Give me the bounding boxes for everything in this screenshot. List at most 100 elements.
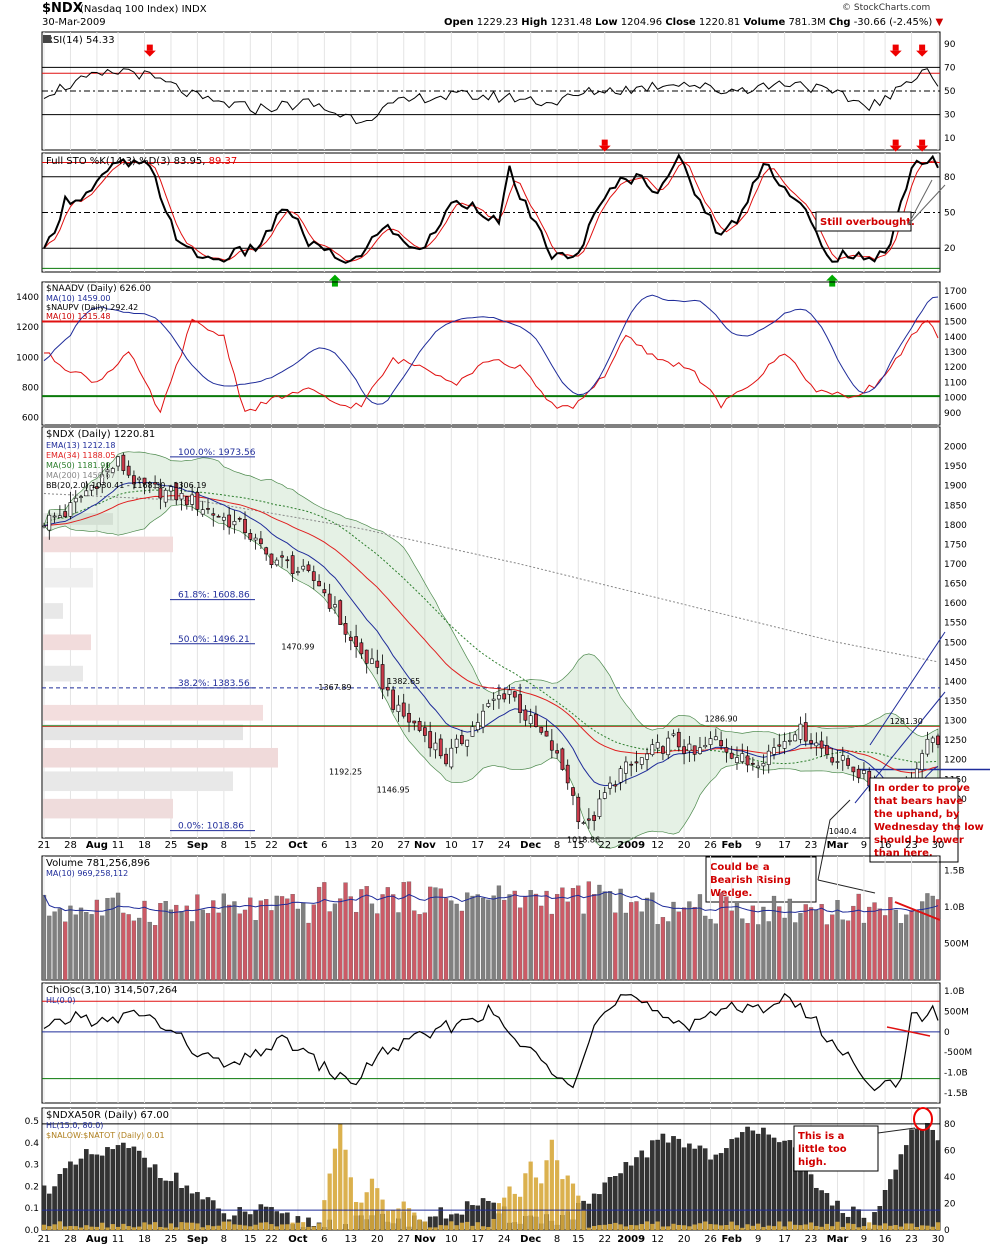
- x-axis-label-0-3: 11: [112, 840, 125, 851]
- volume-bar-110: [623, 912, 629, 981]
- ndxa50r-gold-bar-94: [539, 1183, 544, 1230]
- ndxa50r-bar-145: [808, 1174, 814, 1231]
- sto-title: Full STO %K(14,3) %D(3) 83.95, 89.37: [46, 156, 237, 167]
- ndxa50r-gold-bar-124: [697, 1223, 703, 1230]
- volume-bar-153: [851, 905, 856, 981]
- x-axis-label-0-21: 15: [572, 840, 585, 851]
- price-candle-111: [629, 763, 634, 766]
- price-candle-7: [79, 496, 83, 498]
- price-candle-153: [851, 766, 856, 773]
- ndxa50r-gold-bar-57: [343, 1149, 348, 1230]
- ndxa50r-gold-bar-109: [618, 1224, 623, 1230]
- price-candle-115: [650, 744, 655, 755]
- ndxa50r-gold-bar-129: [724, 1225, 729, 1230]
- price-candle-77: [449, 747, 454, 768]
- price-ytick-6: 1400: [944, 677, 967, 687]
- ndxa50r-bar-125: [702, 1148, 708, 1231]
- price-label-0: 1470.99: [281, 643, 314, 652]
- price-note-wedge-line-0: Could be a: [710, 862, 770, 873]
- volume-bar-141: [787, 898, 793, 981]
- price-candle-67: [396, 704, 401, 712]
- volume-bar-91: [523, 896, 528, 981]
- volume-bar-43: [269, 910, 274, 981]
- ndxa50r-bar-108: [613, 1176, 618, 1231]
- sto-arrow-2-stem: [892, 139, 899, 146]
- price-candle-102: [581, 822, 586, 824]
- price-wedge-upper: [869, 631, 946, 746]
- ndxa50r-bar-137: [766, 1134, 771, 1231]
- price-ema13-line: [43, 481, 939, 791]
- ndxa50r-gold-bar-64: [380, 1199, 385, 1230]
- ndxa50r-gold-bar-13: [110, 1224, 115, 1230]
- ndxa50r-gold-bar-44: [274, 1226, 279, 1230]
- chaikin-ytick-1: 500M: [944, 1007, 969, 1017]
- ndxa50r-gold-bar-133: [745, 1224, 750, 1230]
- price-legend-4: BB(20,2.0) 1030.41 - 1168.30 - 1306.19: [46, 481, 206, 490]
- ndxa50r-gold-bar-60: [359, 1202, 364, 1230]
- ndxa50r-gold-bar-164: [909, 1223, 914, 1230]
- volume-bar-24: [168, 909, 174, 981]
- volume-bar-114: [644, 897, 650, 981]
- price-legend-0: EMA(13) 1212.18: [46, 441, 115, 450]
- ndxa50r-gold-bar-84: [486, 1226, 491, 1230]
- x-axis-label-1-2: Aug: [86, 1234, 108, 1245]
- price-candle-132: [740, 753, 745, 762]
- volume-bar-69: [406, 881, 412, 981]
- price-candle-9: [89, 485, 94, 491]
- volume-bar-9: [89, 914, 94, 981]
- price-ytick-4: 1300: [944, 717, 967, 727]
- ndxa50r-gold-bar-169: [935, 1222, 941, 1230]
- x-axis-label-1-4: 18: [138, 1234, 151, 1245]
- price-note-wedge-line-2: Wedge.: [710, 888, 752, 899]
- price-ytick-11: 1650: [944, 580, 967, 590]
- x-axis-label-1-31: Mar: [827, 1234, 849, 1245]
- volume-bar-124: [697, 894, 703, 981]
- x-axis-label-1-17: 17: [471, 1234, 484, 1245]
- volume-bar-52: [316, 886, 322, 981]
- volume-bar-122: [687, 901, 692, 981]
- ndxa50r-bar-30: [200, 1199, 205, 1231]
- ndxa50r-bar-22: [158, 1178, 163, 1231]
- price-candle-6: [73, 497, 78, 503]
- ndxa50r-gold-bar-74: [433, 1227, 438, 1230]
- price-candle-127: [713, 736, 718, 741]
- price-candle-108: [613, 784, 618, 787]
- chaikin-ytick-3: -500M: [944, 1048, 972, 1058]
- x-axis-label-0-31: Mar: [827, 840, 849, 851]
- price-candle-46: [285, 559, 290, 562]
- price-candle-52: [317, 580, 321, 587]
- ndxa50r-gold-bar-14: [115, 1226, 121, 1230]
- volume-bar-160: [888, 897, 893, 981]
- ndxa50r-gold-bar-62: [369, 1178, 375, 1230]
- price-candle-146: [814, 742, 819, 747]
- sto-d-line: [43, 160, 939, 262]
- index-name: (Nasdaq 100 Index): [80, 4, 179, 15]
- ndxa50r-gold-bar-139: [777, 1221, 782, 1230]
- ndxa50r-gold-bar-27: [184, 1222, 189, 1230]
- ndxa50r-gold-bar-2: [52, 1224, 57, 1230]
- ndxa50r-bar-0: [41, 1185, 47, 1231]
- ndxa50r-rytick-0: 0: [944, 1226, 950, 1236]
- price-fib-label-3: 38.2%: 1383.56: [178, 679, 250, 689]
- ndxa50r-gold-bar-75: [438, 1225, 443, 1230]
- volume-bar-167: [925, 893, 930, 981]
- ndxa50r-gold-bar-120: [676, 1224, 681, 1230]
- price-label-3: 1192.25: [329, 768, 362, 777]
- price-candle-136: [761, 763, 766, 767]
- price-candle-20: [147, 482, 152, 484]
- volume-bar-82: [475, 894, 480, 981]
- volume-bar-16: [126, 914, 131, 981]
- rsi-legend-swatch: [43, 35, 51, 43]
- price-candle-71: [417, 720, 422, 731]
- ndxa50r-gold-bar-25: [174, 1227, 179, 1230]
- ndxa50r-gold-bar-153: [851, 1223, 856, 1230]
- ndxa50r-gold-bar-168: [930, 1226, 935, 1230]
- x-axis-label-0-26: 26: [704, 840, 717, 851]
- chaikin-title: ChiOsc(3,10) 314,507,264: [46, 985, 178, 996]
- ndxa50r-gold-bar-23: [163, 1227, 168, 1230]
- price-candle-83: [481, 710, 485, 728]
- ndxa50r-gold-bar-77: [449, 1221, 454, 1230]
- price-legend-1: EMA(34) 1188.05: [46, 451, 115, 460]
- ndxa50r-gold-bar-125: [703, 1221, 708, 1230]
- volume-bar-139: [777, 906, 782, 981]
